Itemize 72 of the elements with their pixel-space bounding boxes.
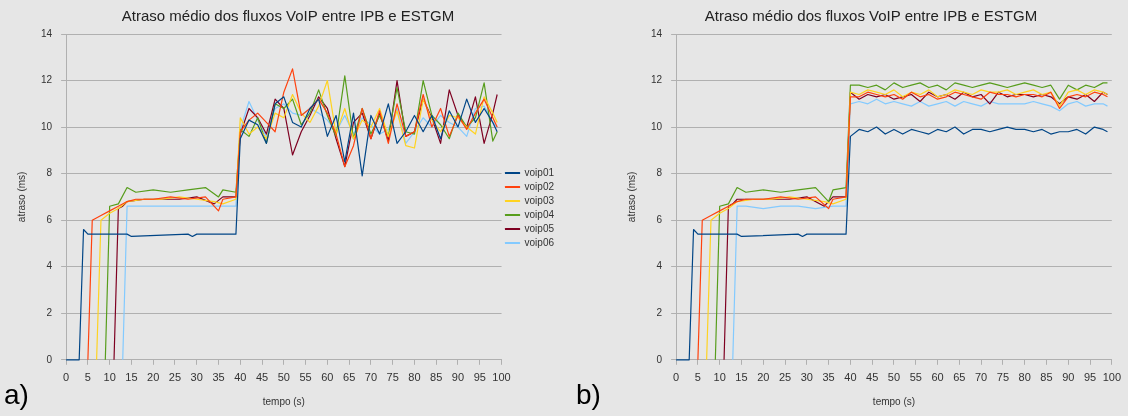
legend-label: voip03 [524, 194, 555, 206]
y-tick-label: 2 [46, 307, 53, 319]
y-tick-label: 6 [656, 213, 663, 225]
x-tick-label: 85 [1040, 371, 1053, 384]
x-tick-label: 20 [757, 371, 770, 384]
x-tick-label: 50 [277, 371, 290, 384]
y-tick-label: 4 [46, 260, 53, 272]
legend-label: voip05 [524, 222, 555, 234]
x-tick-label: 35 [822, 371, 835, 384]
y-tick-label: 14 [651, 27, 663, 39]
x-tick-label: 5 [694, 371, 701, 384]
y-tick-label: 0 [656, 353, 663, 365]
x-tick-label: 30 [190, 371, 203, 384]
x-tick-label: 0 [63, 371, 70, 384]
legend-label: voip01 [524, 166, 555, 178]
x-tick-label: 75 [386, 371, 399, 384]
x-tick-label: 55 [299, 371, 312, 384]
x-tick-label: 60 [321, 371, 334, 384]
x-tick-label: 100 [1102, 371, 1121, 384]
x-tick-label: 0 [673, 371, 680, 384]
x-tick-label: 40 [844, 371, 857, 384]
y-tick-label: 8 [656, 167, 663, 179]
x-tick-label: 95 [473, 371, 486, 384]
x-axis-title: tempo (s) [262, 395, 305, 407]
y-tick-label: 2 [656, 307, 663, 319]
y-tick-label: 10 [41, 120, 53, 132]
legend-label: voip02 [524, 180, 555, 192]
x-tick-label: 65 [953, 371, 966, 384]
x-tick-label: 70 [364, 371, 378, 384]
x-tick-label: 65 [343, 371, 356, 384]
x-tick-label: 55 [909, 371, 922, 384]
y-tick-label: 12 [651, 74, 663, 86]
x-tick-label: 10 [103, 371, 116, 384]
y-tick-label: 10 [651, 120, 663, 132]
text: b) [576, 378, 601, 410]
y-tick-label: 4 [656, 260, 663, 272]
x-tick-label: 80 [408, 371, 421, 384]
x-tick-label: 45 [255, 371, 269, 384]
x-tick-label: 40 [234, 371, 247, 384]
x-tick-label: 90 [1062, 371, 1075, 384]
legend-label: voip04 [524, 208, 555, 220]
text: a) [4, 378, 29, 410]
x-axis-title: tempo (s) [872, 395, 916, 407]
y-tick-label: 0 [46, 353, 53, 365]
x-tick-label: 90 [451, 371, 465, 384]
x-tick-label: 45 [866, 371, 879, 384]
x-tick-label: 25 [778, 371, 792, 384]
x-tick-label: 95 [1083, 371, 1097, 384]
y-tick-label: 14 [41, 27, 53, 39]
x-tick-label: 10 [713, 371, 726, 384]
y-tick-label: 8 [46, 167, 53, 179]
x-tick-label: 80 [1018, 371, 1031, 384]
legend-label: voip06 [524, 236, 555, 248]
x-tick-label: 100 [492, 371, 511, 384]
x-tick-label: 70 [974, 371, 988, 384]
x-tick-label: 60 [931, 371, 944, 384]
y-axis-title: atraso (ms) [625, 171, 637, 223]
y-tick-label: 12 [41, 74, 53, 86]
x-tick-label: 30 [800, 371, 813, 384]
x-tick-label: 35 [212, 371, 225, 384]
x-tick-label: 5 [84, 371, 91, 384]
x-tick-label: 15 [125, 371, 138, 384]
y-tick-label: 6 [46, 213, 53, 225]
x-tick-label: 75 [996, 371, 1010, 384]
y-axis-title: atraso (ms) [15, 171, 27, 223]
x-tick-label: 20 [147, 371, 160, 384]
x-tick-label: 25 [168, 371, 182, 384]
x-tick-label: 85 [430, 371, 443, 384]
chart-title: Atraso médio dos fluxos VoIP entre IPB e ESTGM [121, 7, 455, 25]
chart-title: Atraso médio dos fluxos VoIP entre IPB e ESTGM [704, 7, 1038, 25]
x-tick-label: 50 [887, 371, 901, 384]
x-tick-label: 15 [735, 371, 748, 384]
